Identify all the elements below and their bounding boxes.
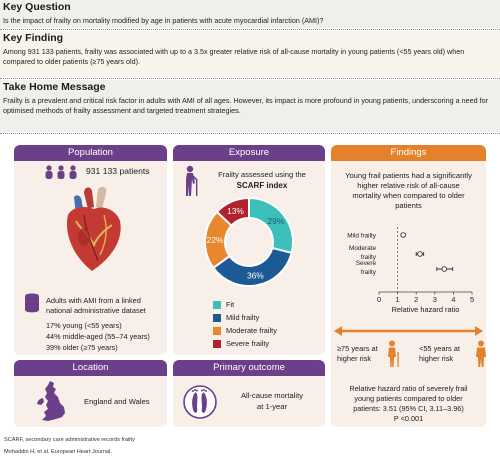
forest-point [400, 232, 406, 238]
findings-summary-line3: mortality when compared to older [352, 191, 465, 200]
legend-item-fit: Fit [213, 300, 234, 309]
heart-icon [67, 186, 121, 271]
forest-tick-label: 2 [414, 295, 418, 304]
patients-count: 931 133 patients [86, 166, 150, 176]
group-young: 17% young (<55 years) [46, 321, 122, 330]
location-title: Location [14, 360, 167, 376]
younger-risk-line2: higher risk [419, 354, 454, 363]
divider [0, 29, 500, 30]
legend-item-severe: Severe frailty [213, 339, 269, 348]
exposure-title: Exposure [173, 145, 325, 161]
forest-plot: 0 1 2 3 4 5 Relative hazard ratio Mild frailty M… [334, 227, 483, 336]
findings-summary-line1: Young frail patients had a significantly [345, 171, 472, 180]
location-text: England and Wales [84, 397, 150, 406]
key-finding-section: Key Finding Among 931 133 patients, frai… [0, 31, 500, 77]
population-title: Population [14, 145, 167, 161]
group-middle-aged: 44% middle-aged (55–74 years) [46, 332, 150, 341]
key-question-section: Key Question Is the impact of frailty on… [0, 0, 500, 28]
exposure-line1: Frailty assessed using the [218, 170, 306, 179]
forest-row-label: frailty [361, 254, 377, 261]
risk-arrow-head-right [475, 326, 483, 336]
legend-label-fit: Fit [226, 300, 235, 309]
take-home-heading: Take Home Message [3, 81, 106, 93]
primary-outcome-panel: Primary outcome All-cause mortality at 1… [173, 360, 325, 427]
risk-arrow-head-left [334, 326, 342, 336]
divider [0, 133, 500, 134]
legend-label-severe: Severe frailty [226, 339, 270, 348]
take-home-section: Take Home Message Frailty is a prevalent… [0, 80, 500, 132]
younger-risk-line1: <55 years at [419, 344, 460, 353]
frailty-donut-chart: 29% 36% 22% 13% [204, 196, 294, 287]
forest-tick-label: 3 [433, 295, 437, 304]
legend-item-mild: Mild frailty [213, 313, 259, 322]
key-question-text: Is the impact of frailty on mortality mo… [3, 16, 324, 25]
findings-panel: Findings Young frail patients had a sign… [331, 145, 486, 427]
group-older: 39% older (≥75 years) [46, 343, 118, 352]
take-home-text: Frailty is a prevalent and critical risk… [3, 96, 488, 115]
donut-label-mild-frailty: 36% [247, 270, 264, 280]
key-question-heading: Key Question [3, 1, 71, 13]
key-finding-heading: Key Finding [3, 32, 64, 44]
legend-item-moderate: Moderate frailty [213, 326, 277, 335]
primary-outcome-title: Primary outcome [173, 360, 325, 376]
primary-outcome-line1: All-cause mortality [240, 391, 304, 400]
forest-tick-label: 4 [451, 295, 455, 304]
donut-slice-severe-frailty [215, 196, 250, 227]
donut-label-moderate-frailty: 22% [207, 235, 224, 245]
donut-slice-mild-frailty [212, 246, 293, 287]
young-person-icon [476, 340, 486, 367]
hr-text-line2: young patients compared to older [354, 394, 463, 403]
uk-map-icon [37, 381, 65, 421]
exposure-line2: SCARF index [236, 181, 288, 190]
dataset-description: Adults with AMI from a linked national a… [46, 296, 146, 315]
older-risk-line1: ≥75 years at [337, 344, 378, 353]
hr-text-line3: patients: 3.51 (95% CI, 3.11–3.96) [353, 404, 464, 413]
footer-citation: Mohaddin H, et al. European Heart Journa… [4, 449, 112, 455]
people-icon [45, 165, 77, 179]
legend-swatch-mild [213, 313, 221, 322]
legend-swatch-fit [213, 300, 221, 309]
forest-point [417, 251, 423, 257]
donut-label-fit: 29% [267, 216, 284, 226]
findings-summary-line2: higher relative risk of all-cause [357, 181, 460, 190]
forest-point [441, 266, 448, 272]
forest-tick-label: 1 [396, 295, 400, 304]
footprints-icon [183, 385, 217, 419]
primary-outcome-line2: at 1-year [257, 402, 287, 411]
population-panel: Population 931 133 patients Adults with … [14, 145, 167, 355]
older-risk-line2: higher risk [337, 354, 372, 363]
location-panel: Location England and Wales [14, 360, 167, 427]
forest-row-label: Moderate [349, 245, 376, 252]
donut-label-severe-frailty: 13% [227, 206, 244, 216]
key-finding-text: Among 931 133 patients, frailty was asso… [3, 47, 465, 66]
exposure-panel: Exposure Frailty assessed using the SCAR… [173, 145, 325, 355]
forest-x-label: Relative hazard ratio [392, 305, 460, 314]
findings-title: Findings [331, 145, 486, 161]
legend-label-moderate: Moderate frailty [226, 326, 277, 335]
legend-label-mild: Mild frailty [226, 313, 260, 322]
findings-summary-line4: patients [395, 201, 422, 210]
divider [0, 78, 500, 79]
database-icon [25, 293, 39, 313]
legend-swatch-severe [213, 339, 221, 348]
older-person-icon [388, 340, 399, 367]
legend-swatch-moderate [213, 326, 221, 335]
hr-text-line1: Relative hazard ratio of severely frail [349, 384, 468, 393]
forest-row-label: frailty [361, 269, 377, 276]
forest-row-label: Mild frailty [347, 233, 377, 240]
hr-text-line4: P <0.001 [393, 414, 424, 423]
elderly-person-icon [186, 165, 198, 196]
footer-abbreviation: SCARF, secondary care administrative rec… [4, 437, 135, 443]
forest-tick-label: 5 [470, 295, 474, 304]
forest-row-label: Severe [356, 260, 377, 267]
forest-tick-label: 0 [377, 295, 381, 304]
